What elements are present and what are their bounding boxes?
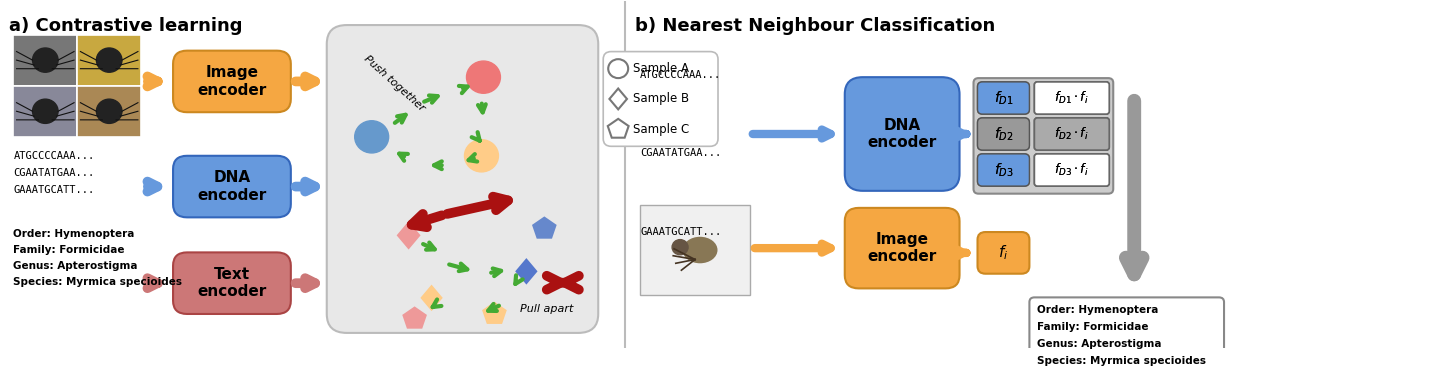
Text: Pull apart: Pull apart (520, 305, 573, 314)
FancyBboxPatch shape (845, 208, 960, 288)
Bar (77, 86, 142, 137)
FancyBboxPatch shape (1034, 154, 1109, 186)
Text: Species: Myrmica specioides: Species: Myrmica specioides (1037, 356, 1206, 366)
Bar (13, 86, 77, 137)
Circle shape (465, 140, 498, 172)
Text: $f_{D1}$: $f_{D1}$ (993, 89, 1014, 107)
FancyBboxPatch shape (604, 52, 718, 146)
Ellipse shape (683, 237, 718, 263)
Text: CGAATATGAA...: CGAATATGAA... (640, 148, 722, 158)
FancyBboxPatch shape (978, 82, 1030, 114)
Bar (640, 205, 749, 295)
Text: $f_i$: $f_i$ (998, 243, 1008, 262)
Text: $f_{D1}$: $f_{D1}$ (993, 89, 1014, 107)
Text: ATGCCCCAAA...: ATGCCCCAAA... (13, 151, 95, 161)
Text: Order: Hymenoptera: Order: Hymenoptera (1037, 305, 1158, 315)
Text: Family: Formicidae: Family: Formicidae (13, 245, 124, 255)
Circle shape (33, 48, 58, 72)
Polygon shape (397, 221, 420, 250)
Bar (13, 34, 77, 86)
Text: a) Contrastive learning: a) Contrastive learning (9, 16, 243, 34)
FancyBboxPatch shape (845, 77, 960, 191)
Text: Order: Hymenoptera: Order: Hymenoptera (13, 229, 134, 239)
FancyBboxPatch shape (978, 154, 1030, 186)
Text: DNA
encoder: DNA encoder (868, 118, 937, 150)
Circle shape (33, 99, 58, 123)
Text: Text
encoder: Text encoder (198, 267, 267, 299)
FancyBboxPatch shape (978, 118, 1030, 150)
FancyBboxPatch shape (978, 232, 1030, 274)
Polygon shape (516, 258, 537, 285)
FancyBboxPatch shape (1030, 298, 1225, 366)
FancyBboxPatch shape (973, 78, 1113, 194)
Circle shape (97, 99, 121, 123)
Text: $f_{D3}$: $f_{D3}$ (993, 161, 1014, 179)
FancyBboxPatch shape (1034, 82, 1109, 114)
Text: DNA
encoder: DNA encoder (198, 170, 267, 203)
Text: Push together: Push together (362, 54, 427, 113)
Text: GAAATGCATT...: GAAATGCATT... (640, 227, 722, 237)
Text: $f_{D2}$: $f_{D2}$ (993, 125, 1014, 143)
FancyBboxPatch shape (978, 154, 1030, 186)
Text: Sample A: Sample A (632, 62, 689, 75)
Text: Sample B: Sample B (632, 93, 689, 105)
FancyBboxPatch shape (173, 253, 290, 314)
Text: $f_{D2}\cdot f_i$: $f_{D2}\cdot f_i$ (1054, 126, 1089, 142)
FancyBboxPatch shape (1034, 118, 1109, 150)
Circle shape (671, 240, 687, 255)
Text: $f_{D1}\cdot f_i$: $f_{D1}\cdot f_i$ (1054, 90, 1089, 106)
Text: GAAATGCATT...: GAAATGCATT... (13, 185, 95, 195)
Text: Image
encoder: Image encoder (868, 232, 937, 264)
FancyBboxPatch shape (326, 25, 598, 333)
FancyBboxPatch shape (173, 156, 290, 217)
Text: Family: Formicidae: Family: Formicidae (1037, 322, 1149, 332)
FancyBboxPatch shape (978, 82, 1030, 114)
Text: Genus: Apterostigma: Genus: Apterostigma (13, 261, 137, 271)
Polygon shape (403, 306, 427, 329)
Polygon shape (531, 216, 557, 239)
Text: Image
encoder: Image encoder (198, 65, 267, 98)
Text: $f_{D3}\cdot f_i$: $f_{D3}\cdot f_i$ (1054, 162, 1089, 178)
Text: b) Nearest Neighbour Classification: b) Nearest Neighbour Classification (635, 16, 995, 34)
FancyBboxPatch shape (1034, 118, 1109, 150)
Text: Sample C: Sample C (632, 123, 689, 136)
Polygon shape (482, 302, 507, 324)
Circle shape (466, 61, 501, 93)
FancyBboxPatch shape (1034, 154, 1109, 186)
Text: $f_{D2}\cdot f_i$: $f_{D2}\cdot f_i$ (1054, 126, 1089, 142)
Text: $f_{D2}$: $f_{D2}$ (993, 125, 1014, 143)
Circle shape (97, 48, 121, 72)
Text: Genus: Apterostigma: Genus: Apterostigma (1037, 339, 1162, 349)
Text: $f_{D3}$: $f_{D3}$ (993, 161, 1014, 179)
Text: CGAATATGAA...: CGAATATGAA... (13, 168, 95, 178)
Text: Species: Myrmica specioides: Species: Myrmica specioides (13, 277, 182, 287)
FancyBboxPatch shape (978, 118, 1030, 150)
Text: $f_{D3}\cdot f_i$: $f_{D3}\cdot f_i$ (1054, 162, 1089, 178)
FancyBboxPatch shape (173, 51, 290, 112)
Polygon shape (420, 285, 443, 311)
Bar (77, 34, 142, 86)
Text: $f_{D1}\cdot f_i$: $f_{D1}\cdot f_i$ (1054, 90, 1089, 106)
Circle shape (355, 121, 388, 153)
Text: ATGCCCCAAA...: ATGCCCCAAA... (640, 70, 722, 79)
FancyBboxPatch shape (1034, 82, 1109, 114)
